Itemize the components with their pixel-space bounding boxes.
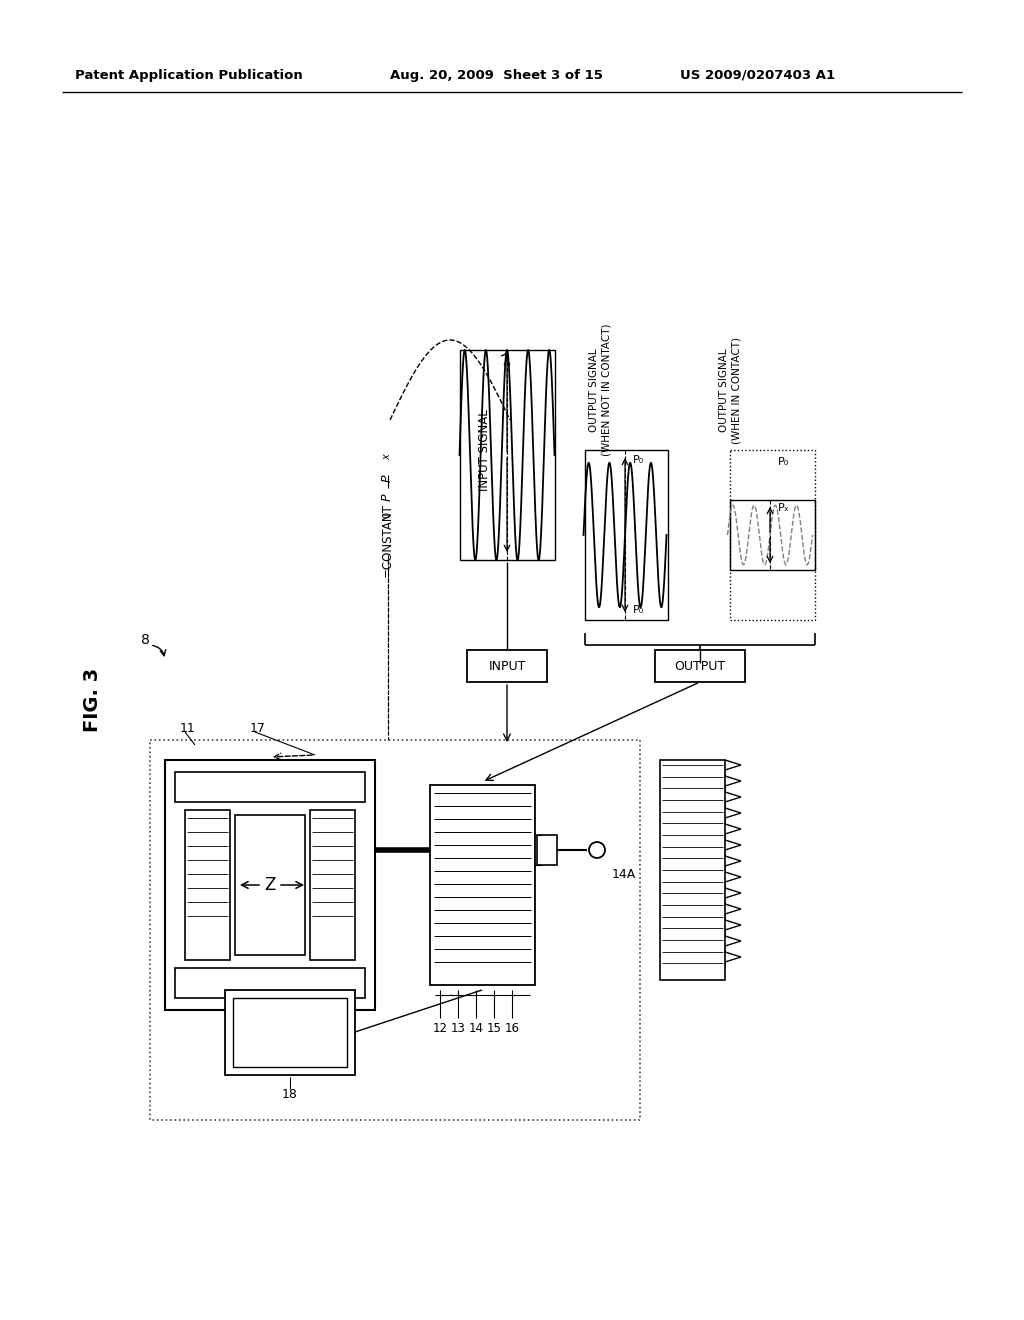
Bar [175, 968, 365, 998]
Text: OUTPUT SIGNAL
(WHEN IN CONTACT): OUTPUT SIGNAL (WHEN IN CONTACT) [719, 337, 741, 444]
Text: 14A: 14A [612, 869, 636, 882]
Text: 15: 15 [486, 1022, 502, 1035]
Text: 16: 16 [505, 1022, 519, 1035]
Text: x: x [382, 454, 392, 459]
Bar [460, 350, 555, 560]
Bar [233, 998, 347, 1067]
Bar [165, 760, 375, 1010]
Text: FIG. 3: FIG. 3 [84, 668, 102, 733]
Text: 12: 12 [432, 1022, 447, 1035]
Bar [310, 810, 355, 960]
Text: Z: Z [264, 876, 275, 894]
Text: US 2009/0207403 A1: US 2009/0207403 A1 [680, 69, 836, 82]
Bar [430, 785, 535, 985]
Text: =CONSTANT: =CONSTANT [381, 503, 393, 577]
Bar [730, 500, 815, 570]
Bar [730, 450, 815, 620]
Text: 18: 18 [282, 1089, 298, 1101]
Text: OUTPUT SIGNAL
(WHEN NOT IN CONTACT): OUTPUT SIGNAL (WHEN NOT IN CONTACT) [589, 323, 611, 457]
Text: 8: 8 [140, 634, 150, 647]
Bar [185, 810, 230, 960]
Text: Aug. 20, 2009  Sheet 3 of 15: Aug. 20, 2009 Sheet 3 of 15 [390, 69, 603, 82]
Text: P₀: P₀ [633, 605, 644, 615]
Bar [537, 836, 557, 865]
Text: P₀: P₀ [633, 455, 644, 465]
Text: 11: 11 [180, 722, 196, 734]
Text: P₀: P₀ [778, 457, 790, 467]
Bar [150, 741, 640, 1119]
Bar [655, 649, 745, 682]
Text: 13: 13 [451, 1022, 466, 1035]
Bar [175, 772, 365, 803]
Text: Pₓ: Pₓ [778, 503, 790, 513]
Bar [585, 450, 668, 620]
Text: P: P [381, 494, 393, 500]
Text: 17: 17 [250, 722, 266, 734]
Text: 14: 14 [469, 1022, 483, 1035]
Bar [660, 760, 725, 979]
Text: 0: 0 [382, 512, 392, 517]
Text: OUTPUT: OUTPUT [675, 660, 726, 672]
Bar [234, 814, 305, 954]
Text: INPUT: INPUT [488, 660, 525, 672]
Text: Patent Application Publication: Patent Application Publication [75, 69, 303, 82]
Text: P: P [381, 474, 393, 482]
Text: INPUT SIGNAL: INPUT SIGNAL [478, 409, 492, 491]
Bar [225, 990, 355, 1074]
Bar [467, 649, 547, 682]
